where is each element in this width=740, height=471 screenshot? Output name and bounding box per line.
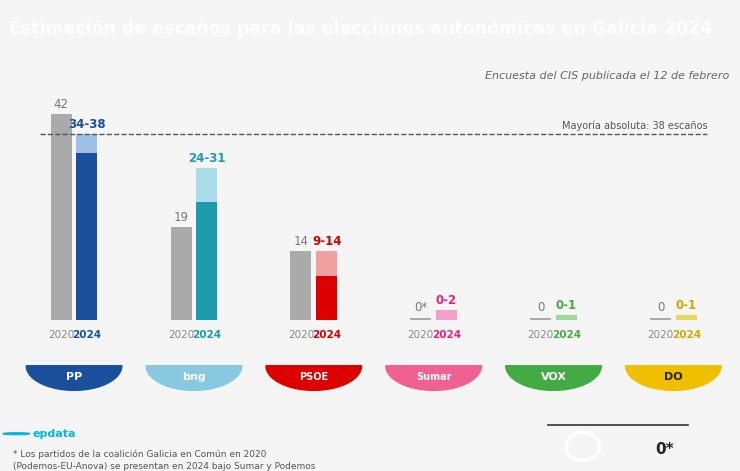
Text: 2024: 2024 (672, 331, 701, 341)
Polygon shape (625, 365, 722, 390)
Text: 2024: 2024 (192, 331, 221, 341)
Text: 2020: 2020 (648, 331, 673, 341)
Text: 19: 19 (173, 211, 189, 224)
Text: PP: PP (66, 373, 82, 382)
Bar (196, 202, 218, 320)
Text: 0*: 0* (655, 442, 673, 457)
Text: 14: 14 (293, 235, 309, 248)
Polygon shape (386, 365, 482, 390)
Bar (50, 114, 72, 320)
Text: 34-38: 34-38 (68, 118, 106, 130)
Polygon shape (146, 365, 242, 390)
Text: 0: 0 (537, 301, 545, 314)
Text: Estimación de escaños para las elecciones autonómicas en Galicia 2024: Estimación de escaños para las eleccione… (9, 19, 712, 38)
Text: (Podemos-EU-Anova) se presentan en 2024 bajo Sumar y Podemos: (Podemos-EU-Anova) se presentan en 2024 … (13, 462, 316, 471)
Text: PSOE: PSOE (299, 373, 329, 382)
Text: 42: 42 (54, 98, 69, 111)
Bar (676, 315, 697, 320)
Bar (316, 251, 337, 276)
Bar (436, 310, 457, 320)
Text: DO: DO (664, 373, 683, 382)
Text: epdata: epdata (33, 429, 76, 439)
Text: Mayoría absoluta: 38 escaños: Mayoría absoluta: 38 escaños (562, 121, 707, 131)
Bar (316, 276, 337, 320)
Text: 0-1: 0-1 (676, 299, 697, 312)
Text: 2024: 2024 (552, 331, 581, 341)
Text: 9-14: 9-14 (312, 235, 341, 248)
Bar (410, 318, 431, 320)
Polygon shape (26, 365, 122, 390)
Text: VOX: VOX (540, 373, 567, 382)
Text: 0: 0 (657, 301, 665, 314)
Text: bng: bng (182, 373, 206, 382)
Bar (76, 153, 98, 320)
Bar (170, 227, 192, 320)
Bar (530, 318, 551, 320)
Circle shape (3, 433, 30, 435)
Text: 2020: 2020 (168, 331, 194, 341)
Text: * Los partidos de la coalición Galicia en Común en 2020: * Los partidos de la coalición Galicia e… (13, 449, 266, 459)
Text: 2020: 2020 (528, 331, 554, 341)
Text: 2024: 2024 (312, 331, 341, 341)
Text: 2024: 2024 (73, 331, 101, 341)
Text: Sumar: Sumar (416, 373, 451, 382)
Bar (556, 315, 577, 320)
Text: 0-2: 0-2 (436, 294, 457, 307)
Text: 2020: 2020 (48, 331, 74, 341)
Text: 2020: 2020 (408, 331, 434, 341)
Text: 2024: 2024 (432, 331, 461, 341)
Polygon shape (505, 365, 602, 390)
Bar (196, 168, 218, 202)
Text: 0*: 0* (414, 301, 428, 314)
Text: 0-1: 0-1 (556, 299, 577, 312)
Bar (76, 134, 98, 153)
Bar (290, 251, 312, 320)
Text: Encuesta del CIS publicada el 12 de febrero: Encuesta del CIS publicada el 12 de febr… (485, 71, 729, 81)
Text: 24-31: 24-31 (188, 152, 226, 165)
Polygon shape (266, 365, 362, 390)
Text: 2020: 2020 (288, 331, 314, 341)
Bar (650, 318, 671, 320)
